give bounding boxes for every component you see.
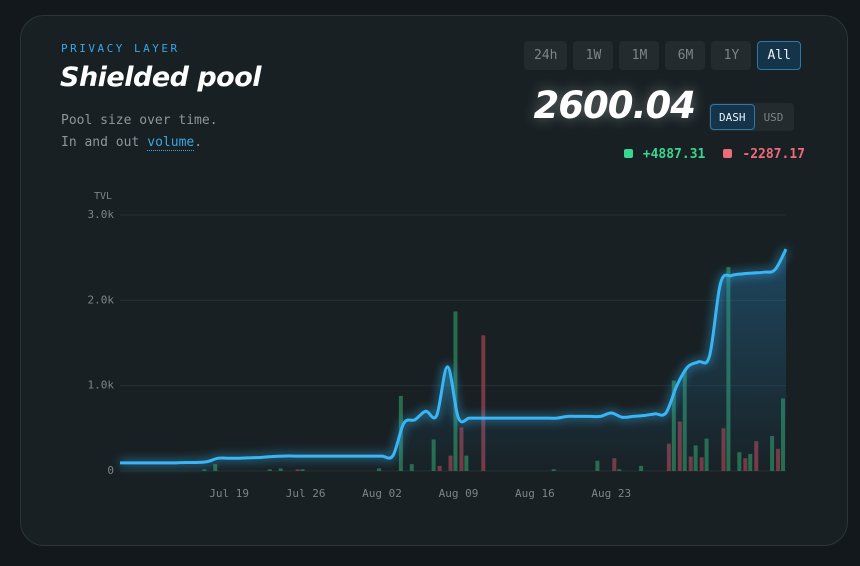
outflow: -2287.17	[723, 147, 805, 162]
desc-line: In and out volume.	[61, 132, 218, 154]
description: Pool size over time. In and out volume.	[61, 110, 218, 154]
range-button[interactable]: 24h	[524, 41, 568, 70]
title: Shielded pool	[60, 62, 262, 93]
y-tick-label: 2.0k	[88, 293, 115, 306]
range-button[interactable]: 1W	[573, 41, 614, 70]
big-value: 2600.04	[533, 84, 696, 127]
tvl-area	[120, 249, 786, 471]
unit-button[interactable]: USD	[754, 104, 793, 130]
y-tick-label: 1.0k	[88, 379, 115, 392]
y-axis-label: TVL	[94, 191, 112, 202]
x-tick-label: Aug 09	[439, 487, 479, 500]
volume-bar	[453, 311, 458, 471]
range-button[interactable]: 1M	[619, 41, 660, 70]
desc-text: .	[194, 135, 203, 150]
unit-toggle: DASH USD	[709, 103, 794, 131]
x-tick-label: Jul 19	[209, 487, 249, 500]
volume-bar	[481, 335, 486, 471]
range-button[interactable]: 1Y	[711, 41, 752, 70]
range-button[interactable]: 6M	[665, 41, 706, 70]
range-button[interactable]: All	[757, 41, 801, 70]
x-tick-label: Jul 26	[286, 487, 326, 500]
y-tick-label: 0	[107, 464, 114, 477]
desc-line: Pool size over time.	[61, 113, 218, 128]
range-buttons: 24h 1W 1M 6M 1Y All	[524, 41, 801, 70]
x-tick-label: Aug 02	[362, 487, 402, 500]
eyebrow: PRIVACY LAYER	[61, 42, 180, 55]
volume-link[interactable]: volume	[147, 135, 195, 151]
stats: +4887.31 -2287.17	[624, 147, 805, 162]
inflow: +4887.31	[624, 147, 706, 162]
tvl-line	[119, 248, 788, 465]
unit-button[interactable]: DASH	[710, 104, 755, 130]
x-tick-label: Aug 16	[515, 487, 555, 500]
y-tick-label: 3.0k	[88, 208, 115, 221]
desc-text: In and out	[61, 135, 140, 150]
x-tick-label: Aug 23	[591, 487, 631, 500]
